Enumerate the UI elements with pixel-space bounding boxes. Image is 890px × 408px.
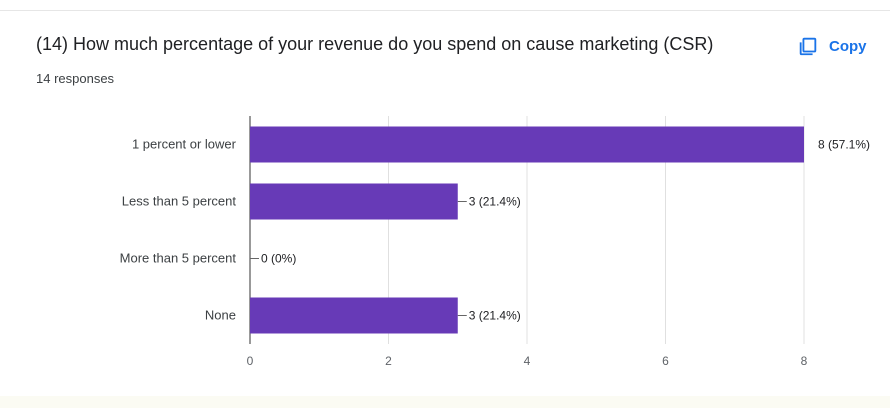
category-label: More than 5 percent (120, 251, 237, 266)
question-title: (14) How much percentage of your revenue… (36, 34, 714, 54)
card-footer-strip (0, 396, 890, 408)
bar (250, 297, 458, 334)
bar (250, 183, 458, 220)
response-count: 14 responses (36, 71, 115, 86)
data-label: 3 (21.4%) (469, 195, 521, 209)
copy-icon (799, 37, 817, 56)
category-label: 1 percent or lower (132, 137, 237, 152)
x-tick-label: 0 (247, 354, 254, 368)
data-label: 8 (57.1%) (818, 138, 870, 152)
x-tick-label: 4 (524, 354, 531, 368)
category-label: Less than 5 percent (122, 194, 237, 209)
data-label: 0 (0%) (261, 252, 296, 266)
category-label: None (205, 308, 236, 323)
copy-button-label: Copy (829, 37, 867, 55)
x-tick-label: 2 (385, 354, 392, 368)
copy-button[interactable]: Copy (797, 33, 867, 59)
data-label: 3 (21.4%) (469, 309, 521, 323)
x-tick-label: 6 (662, 354, 669, 368)
x-tick-label: 8 (801, 354, 808, 368)
bar (250, 126, 804, 163)
